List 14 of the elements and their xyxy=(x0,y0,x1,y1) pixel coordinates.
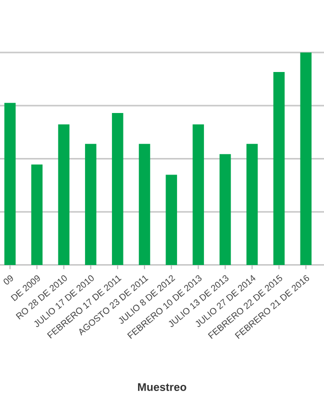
bar xyxy=(192,124,204,265)
bar xyxy=(246,144,258,265)
bar xyxy=(85,144,96,265)
bar xyxy=(300,52,312,265)
bar xyxy=(273,72,285,265)
x-axis-title: Muestreo xyxy=(138,383,186,391)
bar xyxy=(31,164,43,265)
x-tick-label: 09 xyxy=(2,274,14,286)
bar xyxy=(138,144,150,265)
bar xyxy=(166,174,178,265)
bar xyxy=(58,124,70,265)
bar xyxy=(112,113,124,265)
bar xyxy=(4,102,16,265)
bar xyxy=(220,154,231,265)
